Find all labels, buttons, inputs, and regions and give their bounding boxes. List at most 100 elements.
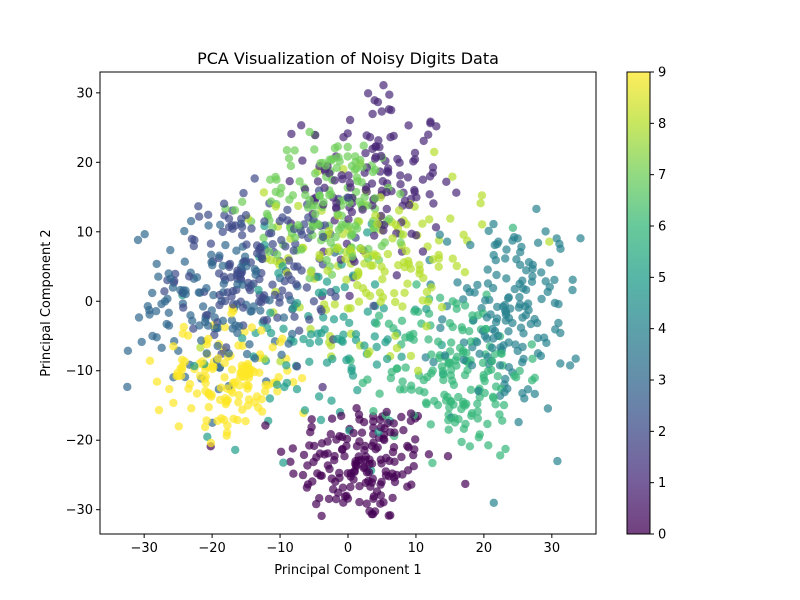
scatter-point bbox=[384, 105, 394, 114]
scatter-point bbox=[384, 168, 393, 177]
scatter-point bbox=[255, 368, 264, 377]
scatter-point bbox=[152, 377, 162, 386]
scatter-point bbox=[568, 285, 577, 295]
scatter-point bbox=[455, 343, 465, 353]
scatter-point bbox=[403, 466, 413, 475]
scatter-point bbox=[254, 285, 263, 295]
scatter-point bbox=[460, 301, 470, 310]
scatter-point bbox=[160, 287, 169, 296]
x-axis: −30 −20 −10 0 10 20 30 bbox=[130, 534, 560, 556]
scatter-point bbox=[276, 447, 286, 456]
scatter-point bbox=[311, 201, 320, 210]
scatter-point bbox=[448, 322, 457, 332]
scatter-point bbox=[219, 272, 229, 281]
scatter-point bbox=[396, 238, 405, 247]
scatter-point bbox=[362, 499, 371, 508]
scatter-point bbox=[310, 441, 319, 451]
scatter-point bbox=[192, 273, 202, 282]
scatter-point bbox=[215, 251, 224, 260]
scatter-point bbox=[174, 371, 183, 381]
scatter-point bbox=[379, 81, 388, 90]
scatter-point bbox=[442, 177, 451, 186]
scatter-point bbox=[328, 485, 338, 494]
scatter-point bbox=[436, 323, 445, 333]
scatter-point bbox=[186, 216, 196, 226]
scatter-point bbox=[482, 334, 492, 343]
scatter-point bbox=[363, 228, 372, 237]
scatter-point bbox=[252, 267, 261, 276]
scatter-point bbox=[298, 470, 308, 480]
scatter-point bbox=[166, 245, 175, 255]
scatter-point bbox=[195, 371, 205, 381]
scatter-point bbox=[249, 279, 258, 288]
y-tick-label: −30 bbox=[66, 503, 93, 518]
scatter-point bbox=[407, 385, 416, 394]
scatter-point bbox=[514, 417, 523, 427]
scatter-point bbox=[444, 425, 453, 434]
scatter-point bbox=[510, 284, 519, 294]
scatter-point bbox=[406, 409, 416, 418]
scatter-point bbox=[403, 279, 412, 288]
scatter-point bbox=[348, 230, 357, 239]
scatter-point bbox=[278, 262, 287, 271]
scatter-point bbox=[294, 201, 303, 211]
colorbar-tick-label: 5 bbox=[658, 271, 666, 286]
scatter-point bbox=[406, 416, 415, 426]
scatter-point bbox=[370, 280, 380, 289]
scatter-point bbox=[393, 154, 402, 164]
scatter-point bbox=[437, 362, 447, 371]
scatter-point bbox=[448, 376, 457, 385]
scatter-point bbox=[477, 191, 487, 200]
scatter-point bbox=[374, 311, 384, 320]
scatter-point bbox=[242, 349, 252, 359]
scatter-point bbox=[556, 359, 565, 368]
scatter-point bbox=[472, 338, 482, 347]
scatter-point bbox=[257, 326, 266, 335]
scatter-point bbox=[322, 358, 332, 367]
scatter-point bbox=[355, 437, 364, 446]
scatter-point bbox=[504, 363, 514, 372]
scatter-point bbox=[221, 240, 230, 250]
scatter-point bbox=[397, 452, 406, 462]
scatter-point bbox=[390, 289, 399, 298]
scatter-point bbox=[222, 384, 232, 393]
scatter-point bbox=[478, 358, 488, 368]
scatter-point bbox=[425, 190, 434, 199]
scatter-point bbox=[315, 250, 324, 260]
scatter-point bbox=[289, 469, 298, 478]
scatter-point bbox=[268, 240, 277, 249]
scatter-point bbox=[504, 327, 513, 336]
scatter-point bbox=[491, 400, 500, 409]
scatter-point bbox=[499, 400, 509, 410]
scatter-point bbox=[397, 352, 406, 361]
scatter-point bbox=[331, 232, 340, 242]
scatter-point bbox=[378, 177, 387, 186]
scatter-point bbox=[428, 168, 437, 178]
scatter-point bbox=[305, 357, 314, 366]
scatter-point bbox=[539, 333, 549, 342]
scatter-point bbox=[369, 417, 378, 426]
scatter-point bbox=[179, 322, 188, 332]
scatter-point bbox=[222, 343, 231, 352]
scatter-point bbox=[190, 361, 199, 371]
scatter-point bbox=[518, 342, 527, 352]
scatter-point bbox=[164, 269, 173, 278]
scatter-point bbox=[468, 311, 477, 320]
scatter-point bbox=[145, 306, 154, 315]
scatter-point bbox=[290, 146, 299, 155]
scatter-point bbox=[355, 482, 364, 491]
scatter-point bbox=[213, 416, 222, 426]
scatter-point bbox=[376, 423, 386, 432]
scatter-point bbox=[360, 446, 369, 455]
x-tick-label: 20 bbox=[476, 541, 493, 556]
scatter-point bbox=[410, 307, 419, 316]
scatter-point bbox=[286, 295, 295, 305]
scatter-point bbox=[250, 354, 260, 363]
scatter-point bbox=[373, 97, 383, 107]
y-tick-label: 20 bbox=[76, 156, 93, 171]
scatter-point bbox=[289, 246, 298, 255]
scatter-point bbox=[152, 333, 161, 342]
scatter-point bbox=[461, 479, 470, 489]
scatter-point bbox=[351, 456, 360, 466]
scatter-point bbox=[242, 240, 251, 249]
